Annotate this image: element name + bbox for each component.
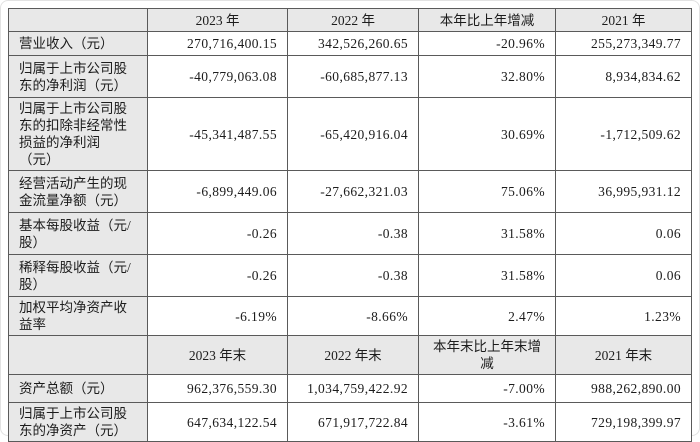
value-cell: 647,634,122.54: [147, 402, 288, 442]
value-cell: -1,712,509.62: [555, 97, 692, 171]
table-row: 加权平均净资产收益率 -6.19% -8.66% 2.47% 1.23%: [8, 296, 692, 336]
value-cell: -65,420,916.04: [287, 97, 419, 171]
value-cell: 270,716,400.15: [147, 31, 288, 56]
value-cell: -20.96%: [418, 31, 556, 56]
column-header-2021: 2021 年: [555, 8, 692, 32]
header-row-year-end: 2023 年末 2022 年末 本年末比上年末增减 2021 年末: [8, 335, 692, 375]
value-cell: -0.38: [287, 254, 419, 297]
value-cell: 30.69%: [418, 97, 556, 171]
value-cell: 8,934,834.62: [555, 55, 692, 98]
corner-cell: [8, 8, 148, 32]
value-cell: -40,779,063.08: [147, 55, 288, 98]
value-cell: 255,273,349.77: [555, 31, 692, 56]
table-row: 归属于上市公司股东的净利润（元） -40,779,063.08 -60,685,…: [8, 55, 692, 98]
value-cell: 342,526,260.65: [287, 31, 419, 56]
row-label: 归属于上市公司股东的净资产（元）: [8, 402, 148, 442]
row-label: 加权平均净资产收益率: [8, 296, 148, 336]
table-row: 营业收入（元） 270,716,400.15 342,526,260.65 -2…: [8, 31, 692, 56]
column-header-2022-end: 2022 年末: [287, 335, 419, 375]
value-cell: 962,376,559.30: [147, 374, 288, 403]
row-label: 稀释每股收益（元/股）: [8, 254, 148, 297]
column-header-2022: 2022 年: [287, 8, 419, 32]
value-cell: 671,917,722.84: [287, 402, 419, 442]
value-cell: -27,662,321.03: [287, 170, 419, 213]
value-cell: -8.66%: [287, 296, 419, 336]
row-label: 资产总额（元）: [8, 374, 148, 403]
value-cell: -3.61%: [418, 402, 556, 442]
value-cell: -6.19%: [147, 296, 288, 336]
row-label: 归属于上市公司股东的扣除非经常性损益的净利润（元）: [8, 97, 148, 171]
column-header-yoy-change: 本年比上年增减: [418, 8, 556, 32]
value-cell: -45,341,487.55: [147, 97, 288, 171]
corner-cell: [8, 335, 148, 375]
row-label: 基本每股收益（元/股）: [8, 212, 148, 255]
table-row: 经营活动产生的现金流量净额（元） -6,899,449.06 -27,662,3…: [8, 170, 692, 213]
table-row: 基本每股收益（元/股） -0.26 -0.38 31.58% 0.06: [8, 212, 692, 255]
value-cell: 0.06: [555, 212, 692, 255]
column-header-2021-end: 2021 年末: [555, 335, 692, 375]
value-cell: 0.06: [555, 254, 692, 297]
column-header-2023: 2023 年: [147, 8, 288, 32]
value-cell: -6,899,449.06: [147, 170, 288, 213]
table-row: 稀释每股收益（元/股） -0.26 -0.38 31.58% 0.06: [8, 254, 692, 297]
value-cell: 988,262,890.00: [555, 374, 692, 403]
value-cell: 36,995,931.12: [555, 170, 692, 213]
table-row: 归属于上市公司股东的扣除非经常性损益的净利润（元） -45,341,487.55…: [8, 97, 692, 171]
value-cell: -0.26: [147, 254, 288, 297]
header-row-annual: 2023 年 2022 年 本年比上年增减 2021 年: [8, 8, 692, 32]
value-cell: 75.06%: [418, 170, 556, 213]
value-cell: -0.26: [147, 212, 288, 255]
row-label: 归属于上市公司股东的净利润（元）: [8, 55, 148, 98]
column-header-year-end-change: 本年末比上年末增减: [418, 335, 556, 375]
value-cell: 1,034,759,422.92: [287, 374, 419, 403]
column-header-2023-end: 2023 年末: [147, 335, 288, 375]
value-cell: 31.58%: [418, 254, 556, 297]
table-row: 资产总额（元） 962,376,559.30 1,034,759,422.92 …: [8, 374, 692, 403]
column-header-label: 本年末比上年末增减: [433, 339, 541, 371]
table-row: 归属于上市公司股东的净资产（元） 647,634,122.54 671,917,…: [8, 402, 692, 442]
value-cell: -60,685,877.13: [287, 55, 419, 98]
value-cell: 1.23%: [555, 296, 692, 336]
row-label: 经营活动产生的现金流量净额（元）: [8, 170, 148, 213]
value-cell: 32.80%: [418, 55, 556, 98]
value-cell: -7.00%: [418, 374, 556, 403]
value-cell: 2.47%: [418, 296, 556, 336]
financial-summary-table: 2023 年 2022 年 本年比上年增减 2021 年 营业收入（元） 270…: [8, 8, 692, 442]
value-cell: -0.38: [287, 212, 419, 255]
value-cell: 31.58%: [418, 212, 556, 255]
row-label: 营业收入（元）: [8, 31, 148, 56]
value-cell: 729,198,399.97: [555, 402, 692, 442]
